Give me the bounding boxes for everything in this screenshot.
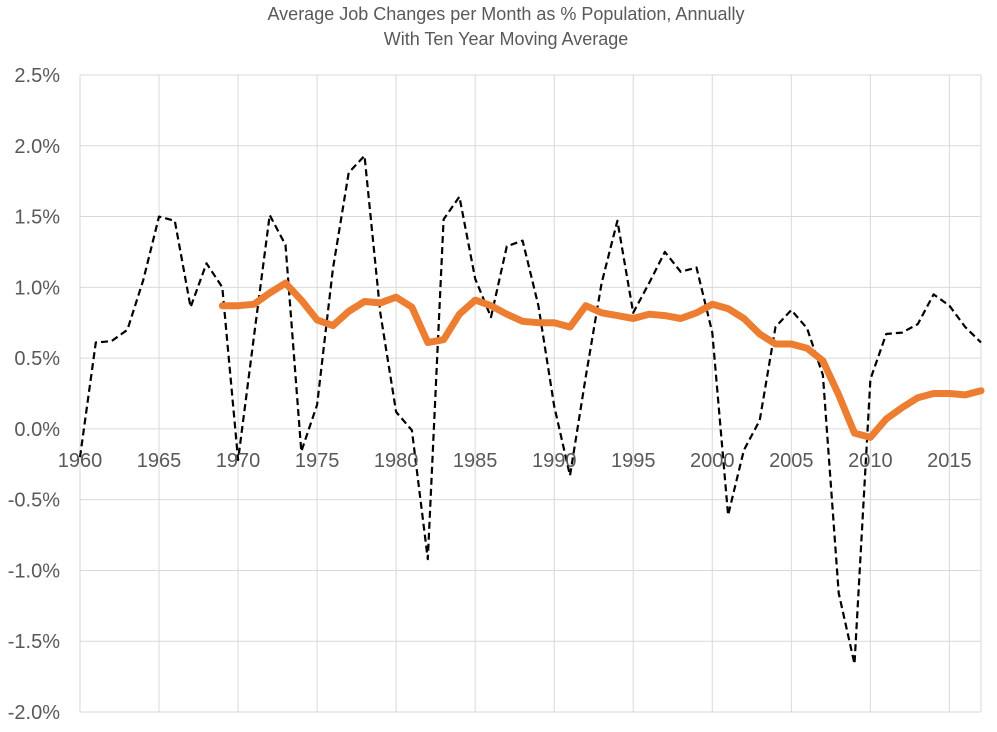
x-tick-label: 2010 bbox=[848, 450, 893, 472]
x-tick-label: 1995 bbox=[611, 450, 656, 472]
x-tick-label: 1980 bbox=[374, 450, 419, 472]
y-tick-label: -0.5% bbox=[8, 490, 60, 512]
x-tick-label: 1970 bbox=[216, 450, 261, 472]
x-tick-label: 1965 bbox=[137, 450, 182, 472]
y-tick-label: -1.5% bbox=[8, 631, 60, 653]
x-tick-label: 2005 bbox=[769, 450, 814, 472]
y-tick-label: -2.0% bbox=[8, 702, 60, 724]
y-tick-label: 0.0% bbox=[14, 419, 60, 441]
y-tick-label: 2.0% bbox=[14, 136, 60, 158]
x-tick-label: 2015 bbox=[927, 450, 972, 472]
x-tick-label: 1990 bbox=[532, 450, 577, 472]
x-tick-label: 1975 bbox=[295, 450, 340, 472]
y-tick-label: 1.0% bbox=[14, 277, 60, 299]
y-axis-tick-labels: 2.5% 2.0% 1.5% 1.0% 0.5% 0.0% -0.5% -1.0% -1.5% -… bbox=[8, 65, 60, 724]
chart-subtitle: With Ten Year Moving Average bbox=[384, 29, 629, 49]
y-tick-label: 1.5% bbox=[14, 207, 60, 229]
moving-average-series-line bbox=[218, 279, 985, 441]
y-tick-label: 0.5% bbox=[14, 348, 60, 370]
x-axis-tick-labels: 1960 1965 1970 1975 1980 1985 1990 1995 2000 2005… bbox=[58, 450, 972, 472]
x-tick-label: 2000 bbox=[690, 450, 735, 472]
x-tick-label: 1985 bbox=[453, 450, 498, 472]
y-tick-label: -1.0% bbox=[8, 560, 60, 582]
annual-series-line bbox=[78, 154, 982, 666]
series-lines bbox=[78, 154, 985, 666]
x-tick-label: 1960 bbox=[58, 450, 103, 472]
chart-title: Average Job Changes per Month as % Popul… bbox=[268, 4, 745, 24]
gridlines bbox=[79, 74, 982, 713]
y-tick-label: 2.5% bbox=[14, 65, 60, 87]
